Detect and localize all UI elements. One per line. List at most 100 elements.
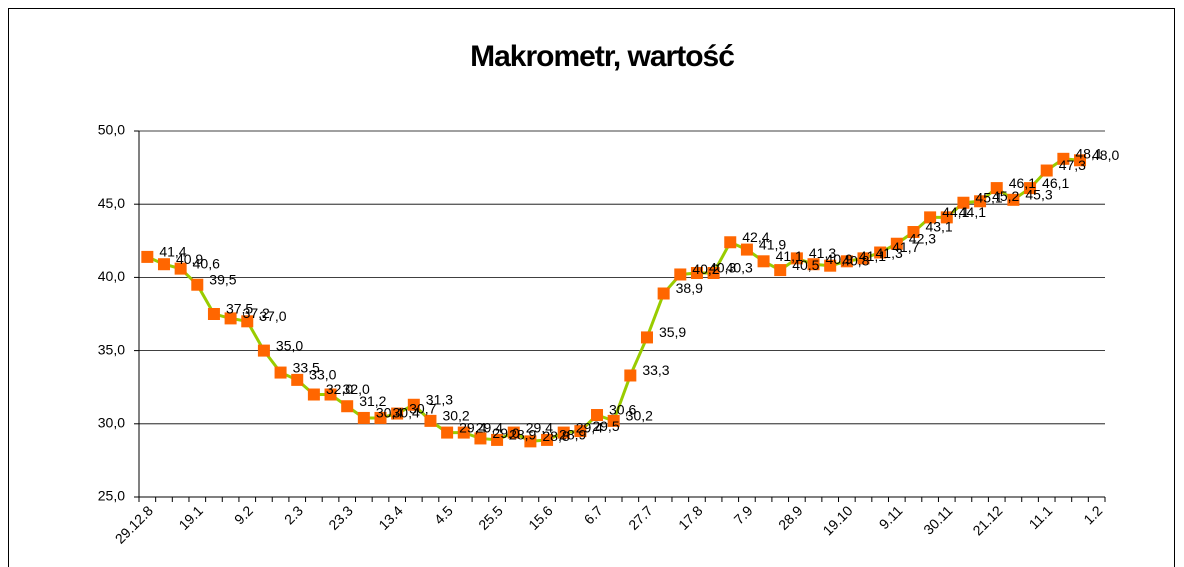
marker	[890, 237, 903, 250]
marker	[907, 226, 920, 239]
marker	[857, 252, 870, 265]
y-tick-label: 25,0	[98, 488, 125, 504]
marker	[1024, 182, 1037, 195]
data-label: 30,4	[376, 405, 403, 421]
data-label: 30,2	[626, 408, 653, 424]
marker	[1007, 193, 1020, 206]
marker	[807, 258, 820, 271]
data-label: 40,3	[709, 260, 736, 276]
data-label: 41,3	[876, 245, 903, 261]
marker	[374, 411, 387, 424]
marker	[840, 255, 853, 268]
data-label: 41,1	[859, 248, 886, 264]
marker	[607, 414, 620, 427]
data-label: 37,5	[226, 301, 253, 317]
marker	[1074, 154, 1087, 167]
marker	[291, 373, 304, 386]
data-label: 46,1	[1009, 175, 1036, 191]
marker	[624, 369, 637, 382]
data-label: 31,2	[359, 393, 386, 409]
marker	[407, 398, 420, 411]
marker	[790, 252, 803, 265]
data-label: 42,4	[742, 229, 769, 245]
data-label: 30,4	[393, 405, 420, 421]
data-label: 30,2	[442, 408, 469, 424]
marker	[774, 264, 787, 277]
marker	[874, 246, 887, 259]
data-label: 29,4	[526, 419, 553, 435]
data-label: 38,9	[676, 280, 703, 296]
data-label: 37,0	[259, 308, 286, 324]
data-label: 32,0	[343, 381, 370, 397]
marker	[441, 426, 454, 439]
marker	[957, 196, 970, 209]
marker	[207, 308, 220, 320]
data-label: 33,5	[293, 359, 320, 375]
y-tick-label: 40,0	[98, 268, 125, 284]
marker	[391, 407, 404, 420]
marker	[324, 388, 337, 401]
data-label: 40,9	[826, 251, 853, 267]
data-label: 43,1	[925, 219, 952, 235]
data-label: 33,3	[642, 362, 669, 378]
data-label: 40,5	[792, 257, 819, 273]
marker	[474, 432, 487, 445]
data-label: 35,9	[659, 324, 686, 340]
data-label: 40,8	[842, 252, 869, 268]
data-label: 48,0	[1092, 147, 1119, 163]
marker	[591, 409, 604, 422]
marker	[541, 433, 554, 446]
marker	[357, 411, 370, 424]
marker	[674, 268, 687, 281]
data-label: 45,1	[975, 189, 1002, 205]
marker	[690, 267, 703, 280]
marker	[491, 433, 504, 446]
marker	[574, 425, 587, 438]
marker	[241, 315, 254, 328]
data-label: 41,9	[759, 236, 786, 252]
marker	[507, 426, 520, 439]
data-label: 40,9	[176, 251, 203, 267]
data-label: 29,5	[592, 418, 619, 434]
marker	[157, 258, 170, 271]
data-label: 44,1	[959, 204, 986, 220]
marker	[307, 388, 320, 401]
marker	[174, 262, 187, 275]
marker	[1057, 152, 1070, 165]
data-label: 29,4	[576, 419, 603, 435]
marker	[974, 195, 987, 208]
marker	[274, 366, 287, 379]
data-label: 45,2	[992, 188, 1019, 204]
y-tick-label: 50,0	[98, 122, 125, 138]
data-label: 45,3	[1025, 187, 1052, 203]
marker	[707, 267, 720, 280]
data-label: 39,5	[209, 271, 236, 287]
marker	[257, 344, 270, 357]
marker	[191, 278, 204, 291]
data-label: 47,3	[1059, 157, 1086, 173]
marker	[341, 400, 354, 413]
y-tick-label: 35,0	[98, 341, 125, 357]
marker	[640, 331, 653, 344]
data-label: 40,6	[193, 255, 220, 271]
data-label: 41,3	[809, 245, 836, 261]
marker	[990, 182, 1003, 195]
marker	[424, 414, 437, 427]
marker	[824, 259, 837, 272]
marker	[924, 211, 937, 224]
data-label: 32,0	[326, 381, 353, 397]
y-tick-label: 30,0	[98, 415, 125, 431]
data-label: 31,3	[426, 391, 453, 407]
marker	[657, 287, 670, 300]
data-label: 46,1	[1042, 175, 1069, 191]
data-label: 29,4	[459, 419, 486, 435]
y-tick-label: 45,0	[98, 195, 125, 211]
data-label: 41,4	[159, 244, 186, 260]
data-label: 40,3	[726, 260, 753, 276]
marker	[557, 426, 570, 439]
data-label: 28,9	[559, 427, 586, 443]
data-label: 28,9	[509, 427, 536, 443]
marker	[141, 250, 154, 263]
data-label: 29,0	[492, 425, 519, 441]
